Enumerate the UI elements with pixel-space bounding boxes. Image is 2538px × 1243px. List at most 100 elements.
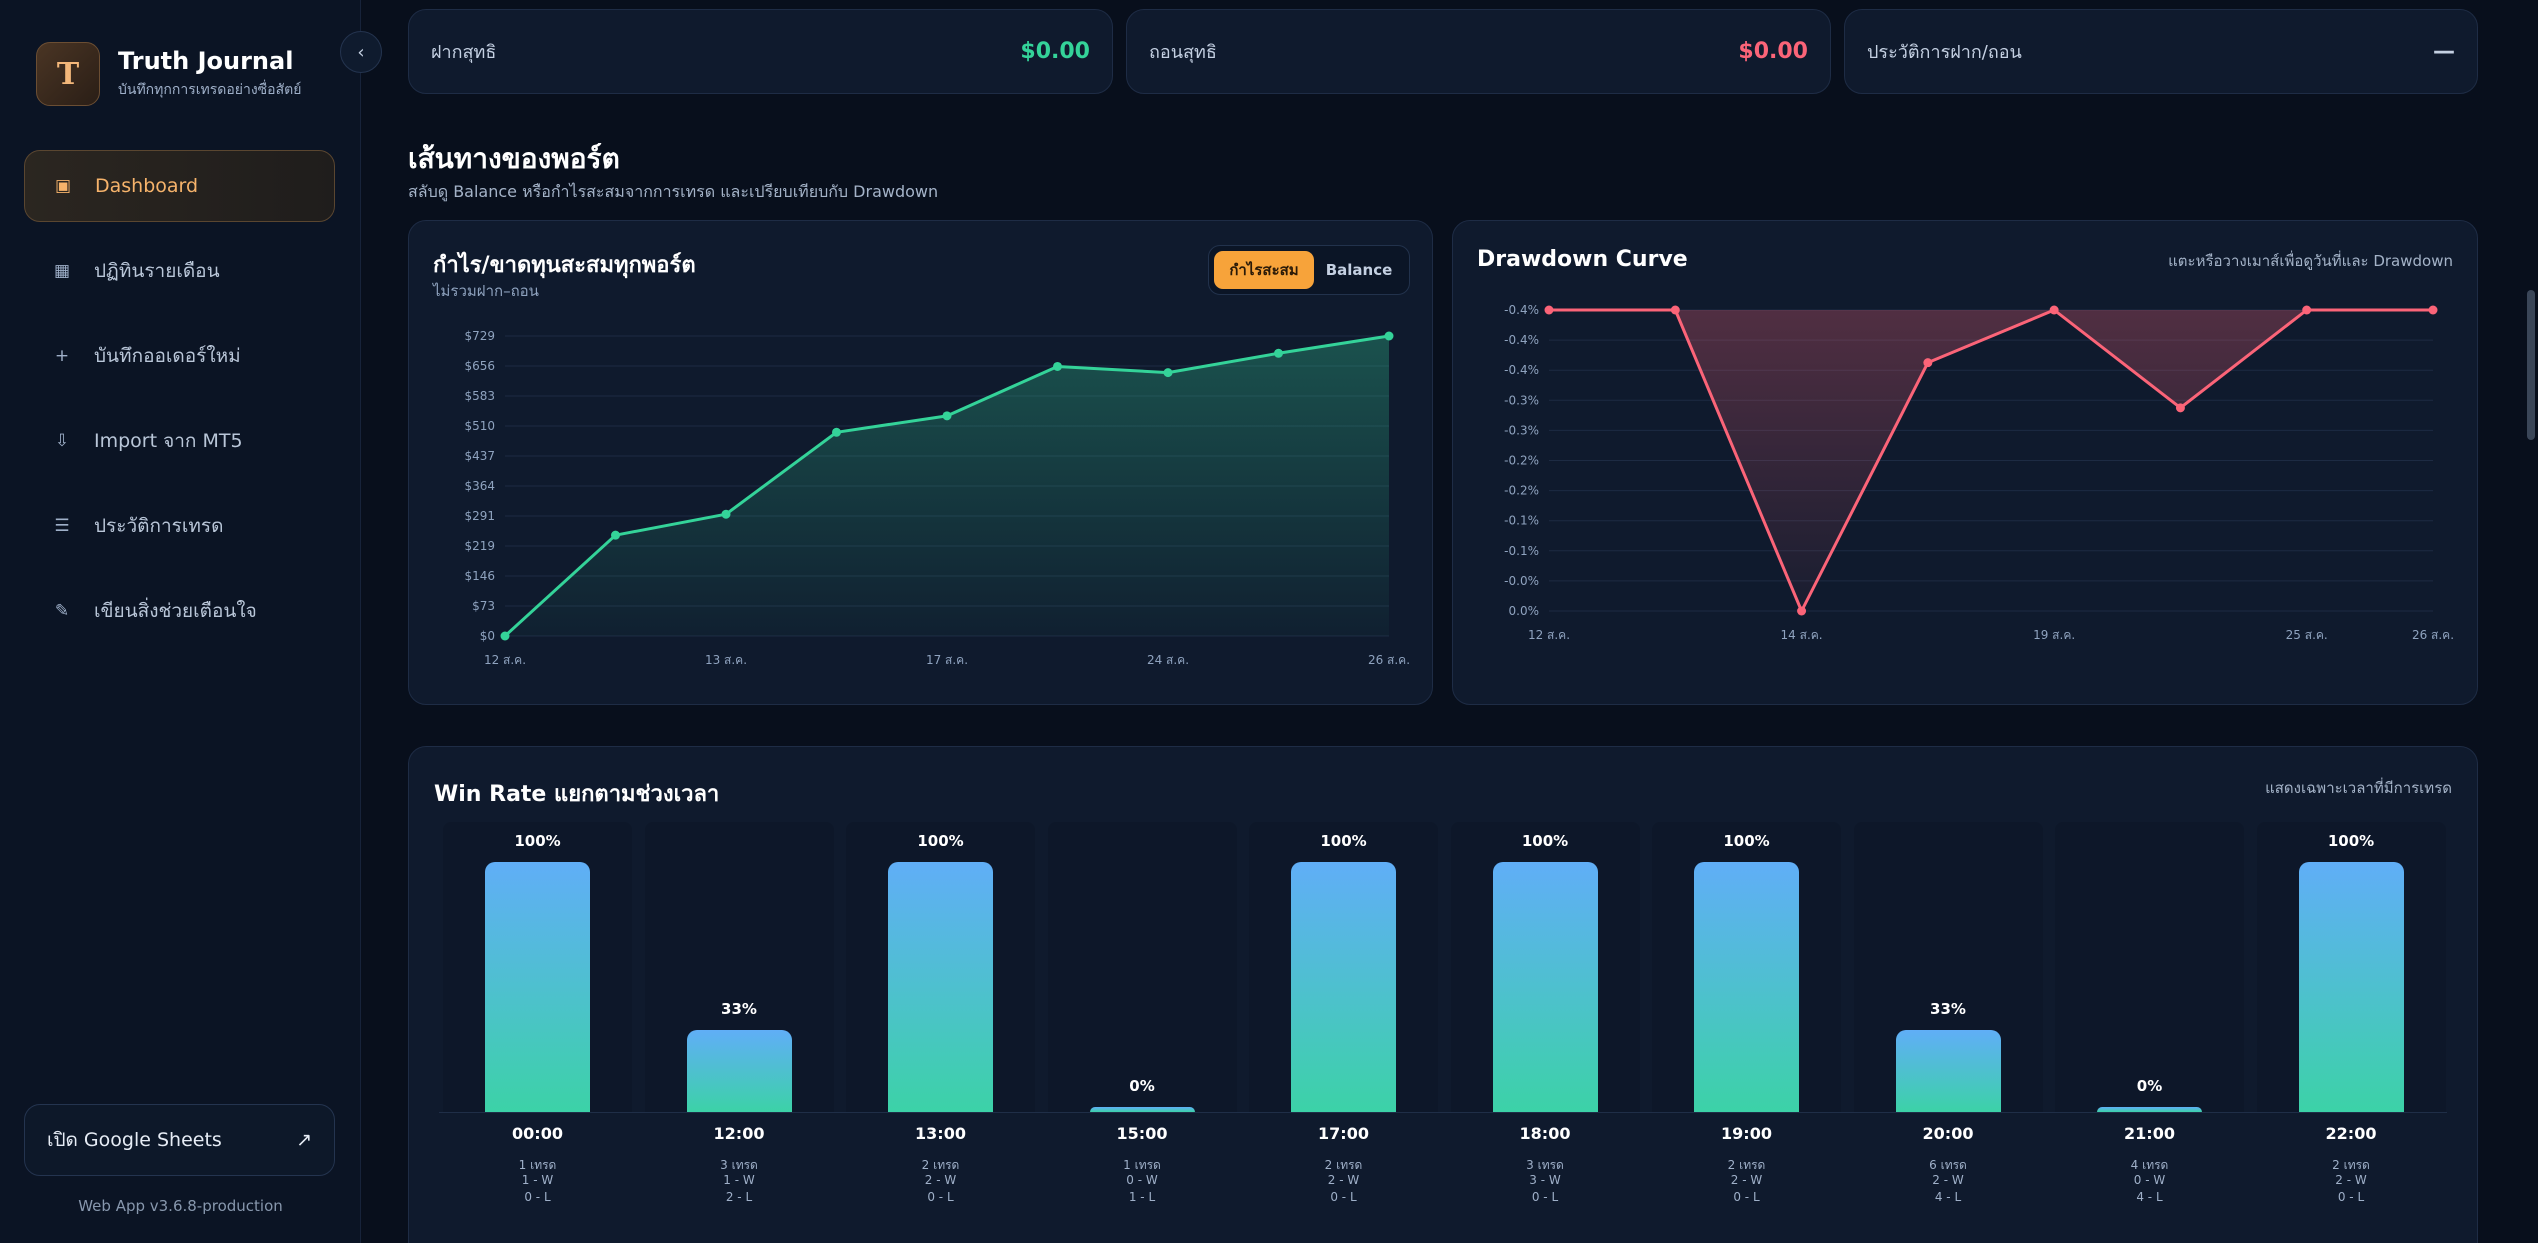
collapse-sidebar-button[interactable]: ‹ [340,31,382,73]
winrate-time: 12:00 [713,1124,765,1143]
plus-icon: + [54,346,70,366]
winrate-slot[interactable]: 0% 21:00 4 เทรด 0 - W 4 - L [2051,822,2248,1243]
winrate-trades: 2 เทรด [1324,1158,1363,1172]
sidebar-item-0[interactable]: ▣ Dashboard [24,150,335,222]
y-tick-label: $73 [472,599,495,613]
winrate-percent: 100% [1521,832,1569,850]
winrate-percent: 0% [2136,1077,2163,1095]
winrate-bar [2097,1107,2202,1112]
equity-chart[interactable]: $0 $73 $146 $219 $291 $364 $437 $510 $583 $656 $72… [409,221,1434,706]
y-tick-label: $364 [464,479,495,493]
winrate-time: 19:00 [1721,1124,1772,1143]
winrate-time: 15:00 [1116,1124,1168,1143]
winrate-wins: 0 - W [2133,1173,2166,1187]
sidebar-item-2[interactable]: + บันทึกออเดอร์ใหม่ [24,320,335,392]
winrate-slot[interactable]: 100% 22:00 2 เทรด 2 - W 0 - L [2253,822,2450,1243]
section-title: เส้นทางของพอร์ต [408,142,620,175]
drawdown-chart[interactable]: 0.0% -0.0% -0.1% -0.1% -0.2% -0.2% -0.3% -0.3% -… [1453,221,2479,706]
sidebar-item-label: Dashboard [95,175,199,197]
toggle-balance[interactable]: Balance [1325,261,1393,279]
winrate-trades: 1 เทรด [518,1158,557,1172]
y-tick-label: 0.0% [1509,604,1540,618]
winrate-trades: 2 เทรด [2332,1158,2370,1172]
winrate-trades: 2 เทรด [1727,1158,1766,1172]
deposit-history-card[interactable]: ประวัติการฝาก/ถอน — [1844,9,2478,94]
y-tick-label: $437 [464,449,495,463]
winrate-title: Win Rate แยกตามช่วงเวลา [434,782,720,807]
x-tick-label: 14 ส.ค. [1781,628,1823,642]
x-tick-label: 12 ส.ค. [484,653,526,667]
net-deposit-label: ฝากสุทธิ [431,42,497,63]
winrate-losses: 0 - L [2337,1190,2365,1204]
winrate-time: 17:00 [1318,1124,1369,1143]
winrate-slot[interactable]: 100% 19:00 2 เทรด 2 - W 0 - L [1648,822,1845,1243]
data-point [1544,305,1554,315]
data-point [1923,358,1933,368]
toggle-cumulative-profit[interactable]: กำไรสะสม [1214,251,1314,289]
winrate-slot-track [2055,822,2244,1112]
winrate-slot-track [1047,822,1237,1112]
winrate-trades: 3 เทรด [720,1158,758,1172]
equity-chart-subtitle: ไม่รวมฝาก–ถอน [433,282,539,300]
net-deposit-value: $0.00 [1020,39,1090,64]
sidebar-item-5[interactable]: ✎ เขียนสิ่งช่วยเตือนใจ [24,575,335,647]
equity-chart-card: กำไร/ขาดทุนสะสมทุกพอร์ต ไม่รวมฝาก–ถอน กำ… [408,220,1433,705]
winrate-percent: 100% [917,832,964,850]
winrate-slot[interactable]: 0% 15:00 1 เทรด 0 - W 1 - L [1044,822,1241,1243]
sidebar-item-4[interactable]: ☰ ประวัติการเทรด [24,490,335,562]
winrate-wins: 2 - W [2335,1173,2367,1187]
data-point [1053,361,1062,371]
logo-icon: T [36,42,100,106]
data-point [1274,348,1283,358]
winrate-percent: 33% [721,999,757,1018]
data-point [611,530,620,540]
data-point [2428,305,2438,315]
winrate-slot[interactable]: 100% 13:00 2 เทรด 2 - W 0 - L [842,822,1039,1243]
y-tick-label: $291 [464,509,495,523]
brand[interactable]: T Truth Journal บันทึกทุกการเทรดอย่างซื่… [36,42,301,106]
x-tick-label: 17 ส.ค. [926,653,968,667]
series-area [1549,310,2433,611]
winrate-trades: 1 เทรด [1123,1158,1161,1172]
winrate-trades: 3 เทรด [1526,1158,1564,1172]
winrate-losses: 0 - L [1531,1190,1559,1204]
pencil-icon: ✎ [54,601,70,621]
winrate-wins: 2 - W [924,1173,957,1187]
sidebar-item-1[interactable]: ▦ ปฏิทินรายเดือน [24,235,335,307]
winrate-trades: 2 เทรด [921,1158,960,1172]
winrate-losses: 0 - L [524,1190,551,1204]
data-point [942,411,952,421]
winrate-slot[interactable]: 100% 17:00 2 เทรด 2 - W 0 - L [1245,822,1442,1243]
y-tick-label: $656 [464,359,495,373]
open-google-sheets-button[interactable]: เปิด Google Sheets ↗ [24,1104,335,1176]
y-tick-label: -0.4% [1504,363,1539,377]
y-tick-label: -0.3% [1504,423,1539,437]
drawdown-chart-title: Drawdown Curve [1477,247,1688,272]
winrate-time: 18:00 [1519,1124,1571,1143]
winrate-bar [2298,862,2404,1112]
winrate-slot[interactable]: 33% 20:00 6 เทรด 2 - W 4 - L [1850,822,2047,1243]
series-area [505,336,1389,636]
series-line [1549,308,2433,613]
page-scrollbar[interactable] [2527,290,2535,440]
deposit-history-value: — [2433,39,2455,64]
sidebar-item-3[interactable]: ⇩ Import จาก MT5 [24,405,335,477]
data-point [500,631,510,641]
winrate-losses: 0 - L [1733,1190,1760,1204]
y-tick-label: $146 [464,569,495,583]
winrate-losses: 0 - L [1330,1190,1357,1204]
winrate-wins: 0 - W [1126,1173,1158,1187]
data-point [2049,305,2059,315]
y-tick-label: -0.4% [1504,333,1539,347]
y-tick-label: -0.2% [1504,454,1539,468]
winrate-slot[interactable]: 100% 00:00 1 เทรด 1 - W 0 - L [439,822,636,1243]
sidebar-item-label: บันทึกออเดอร์ใหม่ [94,345,241,367]
winrate-slot[interactable]: 100% 18:00 3 เทรด 3 - W 0 - L [1447,822,1644,1243]
net-withdraw-value: $0.00 [1738,39,1808,64]
x-tick-label: 12 ส.ค. [1528,628,1570,642]
winrate-percent: 100% [2327,832,2375,850]
data-point [1163,368,1173,378]
winrate-slot[interactable]: 33% 12:00 3 เทรด 1 - W 2 - L [641,822,838,1243]
winrate-bar [1492,862,1598,1112]
winrate-percent: 100% [1723,832,1770,850]
